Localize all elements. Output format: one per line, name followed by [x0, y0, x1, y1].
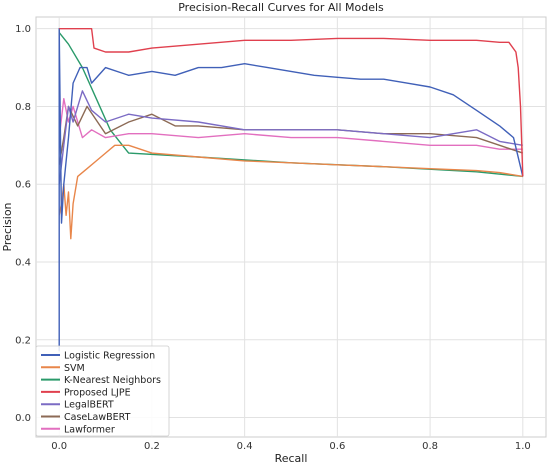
y-tick-label: 0.2 [15, 335, 31, 346]
y-tick-label: 1.0 [15, 24, 31, 35]
legend-entry-label: SVM [64, 363, 85, 374]
series-line-proposed-ljpe [59, 28, 524, 177]
axis-tick-labels: 0.0 0.2 0.4 0.6 0.8 1.0 0.0 0.2 0.4 0.6 0.8 1.0 [15, 24, 531, 452]
y-axis-label: Precision [1, 202, 14, 251]
x-tick-label: 0.6 [329, 441, 345, 452]
x-axis-label: Recall [275, 452, 308, 465]
legend-entry-label: LegalBERT [64, 400, 114, 411]
series-lines [58, 28, 524, 352]
legend-box [35, 345, 170, 437]
y-tick-label: 0.8 [15, 102, 31, 113]
chart-title: Precision-Recall Curves for All Models [178, 1, 384, 14]
legend-entry-label: K-Nearest Neighbors [64, 375, 161, 386]
x-tick-label: 0.2 [144, 441, 160, 452]
x-tick-label: 0.4 [237, 441, 253, 452]
y-tick-label: 0.6 [15, 180, 31, 191]
y-tick-label: 0.4 [15, 258, 31, 269]
legend-entry-label: Logistic Regression [64, 351, 155, 362]
series-line-legalbert [58, 90, 523, 185]
x-tick-label: 1.0 [515, 441, 531, 452]
series-line-logistic-regression [58, 28, 524, 352]
y-tick-label: 0.0 [15, 413, 31, 424]
series-line-lawformer [58, 97, 523, 150]
series-line-caselawbert [58, 105, 524, 165]
legend-entry-label: CaseLawBERT [64, 412, 131, 423]
legend-entry-label: Proposed LJPE [64, 387, 131, 398]
x-tick-label: 0.8 [422, 441, 438, 452]
x-tick-label: 0.0 [51, 441, 67, 452]
legend-entry-label: Lawformer [64, 424, 115, 435]
series-line-svm [58, 144, 523, 240]
